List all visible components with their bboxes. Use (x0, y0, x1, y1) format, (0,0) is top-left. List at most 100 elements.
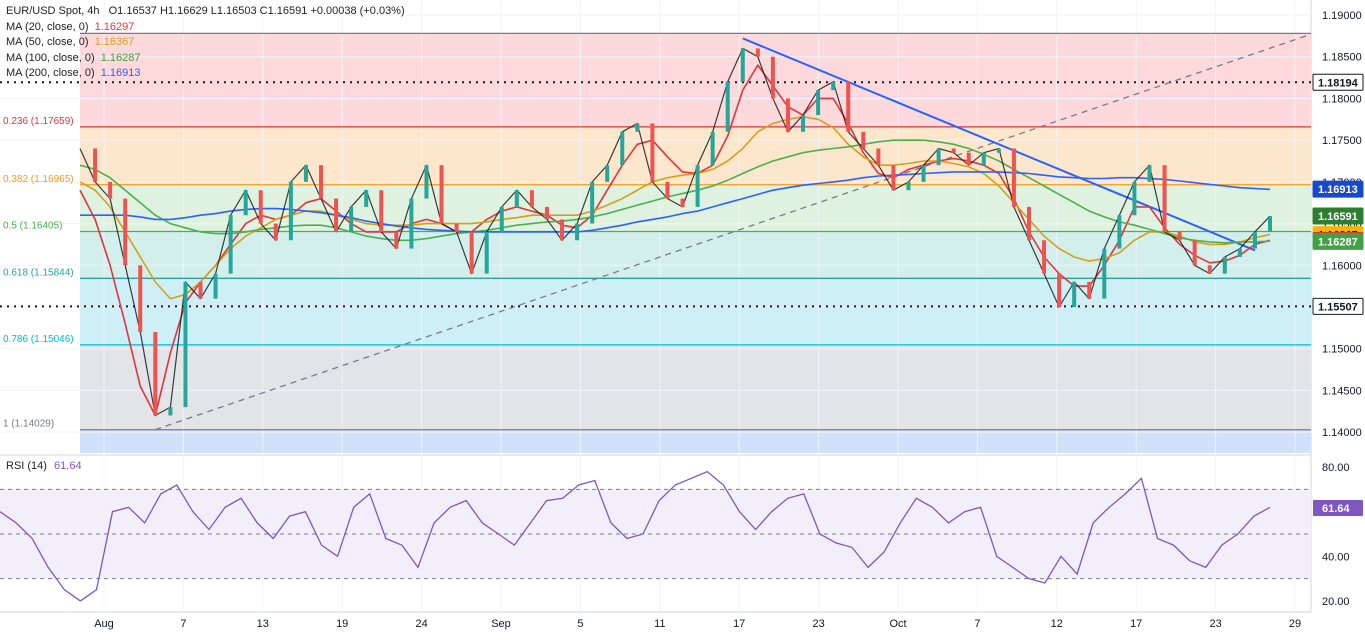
rsi-value-bg (1313, 500, 1363, 517)
fib-zone-base (80, 429, 1311, 453)
price-candles (93, 48, 1272, 416)
candle (168, 407, 173, 416)
fib-label: 0.618 (1.15844) (3, 267, 74, 278)
price-tick-label: 1.14000 (1322, 427, 1362, 439)
fib-label: 0.236 (1.17659) (3, 116, 74, 127)
price-label-bg (1312, 73, 1364, 91)
rsi-value-text: 61.64 (1322, 503, 1350, 515)
candle (288, 181, 293, 241)
candle (183, 281, 188, 408)
left-blank (0, 0, 80, 453)
candle (1222, 256, 1227, 274)
fib-zone (80, 33, 1311, 127)
candle (680, 198, 685, 207)
legend-ma100-value: 1.16287 (100, 51, 141, 64)
time-tick-label: 12 (1051, 618, 1063, 630)
candle (770, 56, 775, 99)
candle (273, 223, 278, 241)
candle (906, 181, 911, 191)
price-label-text: 1.18194 (1318, 77, 1359, 89)
candle (153, 332, 158, 416)
candle (590, 181, 595, 224)
candle (996, 148, 1001, 153)
price-tick-label: 1.17500 (1322, 135, 1362, 147)
legend-ma50[interactable]: MA (50, close, 0) 1.16367 (6, 35, 405, 51)
legend-ma20-value: 1.16297 (94, 20, 135, 33)
price-label-badge: 1.16591 (1312, 207, 1364, 225)
candle (755, 48, 760, 57)
fib-zone (80, 231, 1311, 279)
price-tick-label: 1.16000 (1322, 260, 1362, 272)
candle (228, 215, 233, 274)
price-label-text: 1.16913 (1318, 184, 1358, 196)
time-tick-label: Oct (889, 618, 906, 630)
legend-ma50-label: MA (50, close, 0) (6, 36, 89, 48)
price-tick-label: 1.18000 (1322, 93, 1362, 105)
price-label-badge: 1.15507 (1312, 297, 1364, 315)
candle (1237, 248, 1242, 257)
candle (831, 81, 836, 91)
time-axis: Aug 7 13 19 24 Sep 5 11 17 23 Oct 7 12 17 23 29 (94, 618, 1301, 630)
rsi-legend[interactable]: RSI (14) 61.64 (6, 460, 82, 472)
candle (514, 190, 519, 207)
candle (951, 148, 956, 153)
rsi-tick-label: 80.00 (1322, 462, 1350, 474)
time-tick-label: 17 (1130, 618, 1142, 630)
candle (575, 223, 580, 241)
candle (1252, 231, 1257, 249)
price-label-badge: 1.16287 (1312, 232, 1364, 250)
candle (710, 131, 715, 166)
price-label-bg (1312, 232, 1364, 250)
candle (213, 273, 218, 299)
price-tick-label: 1.15000 (1322, 344, 1362, 356)
candle (966, 152, 971, 166)
candle (635, 123, 640, 132)
candle (1042, 240, 1047, 274)
candle (1057, 273, 1062, 308)
price-label-badge: 1.18194 (1312, 73, 1364, 91)
candle (544, 206, 549, 220)
candle (1207, 265, 1212, 274)
candle (1102, 248, 1107, 299)
legend-ma200-value: 1.16913 (100, 67, 141, 79)
fib-label: 0.786 (1.15046) (3, 334, 74, 345)
candle (605, 165, 610, 182)
rsi-line (0, 470, 1271, 602)
time-tick-label: 24 (415, 618, 427, 630)
time-tick-label: 17 (733, 618, 745, 630)
legend-ma20[interactable]: MA (20, close, 0) 1.16297 (6, 20, 405, 36)
candle (364, 190, 369, 207)
candle (1087, 281, 1092, 299)
ma-line (79, 116, 1271, 300)
price-label-bg (1312, 207, 1364, 225)
candle (258, 190, 263, 224)
candle (801, 115, 806, 132)
candle (243, 190, 248, 216)
candle (454, 223, 459, 232)
candle (349, 206, 354, 232)
fib-label: 0.382 (1.16965) (3, 174, 74, 185)
legend-ma100[interactable]: MA (100, close, 0) 1.16287 (6, 51, 405, 67)
fib-zone (80, 344, 1311, 430)
price-tick-label: 1.18500 (1322, 52, 1362, 64)
chart-legend: EUR/USD Spot, 4h O1.16537 H1.16629 L1.16… (6, 4, 405, 82)
candle (394, 231, 399, 249)
price-label-bg (1312, 297, 1364, 315)
candle (108, 181, 113, 199)
time-tick-label: 19 (336, 618, 348, 630)
candle (319, 165, 324, 199)
candle (499, 206, 504, 232)
time-tick-label: 23 (812, 618, 824, 630)
symbol-title[interactable]: EUR/USD Spot, 4h (6, 5, 100, 17)
candle (785, 98, 790, 132)
candle (1026, 206, 1031, 241)
candle (650, 123, 655, 182)
candle (725, 81, 730, 132)
price-tick-label: 1.14500 (1322, 385, 1362, 397)
legend-ma200[interactable]: MA (200, close, 0) 1.16913 (6, 66, 405, 82)
candle (740, 48, 745, 82)
price-tick-label: 1.19000 (1322, 10, 1362, 22)
